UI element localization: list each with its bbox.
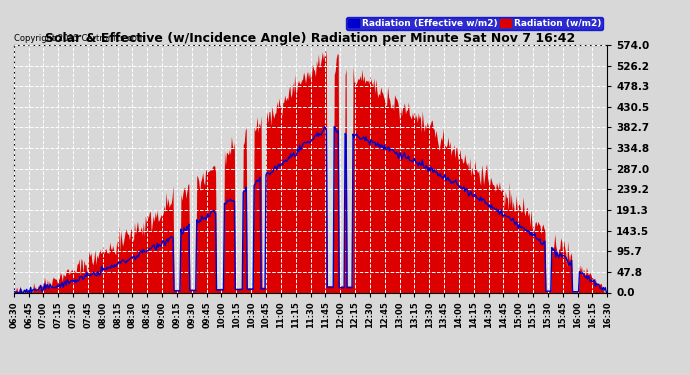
- Text: Copyright 2015 Cartronics.com: Copyright 2015 Cartronics.com: [14, 33, 145, 42]
- Title: Solar & Effective (w/Incidence Angle) Radiation per Minute Sat Nov 7 16:42: Solar & Effective (w/Incidence Angle) Ra…: [46, 32, 575, 45]
- Legend: Radiation (Effective w/m2), Radiation (w/m2): Radiation (Effective w/m2), Radiation (w…: [346, 17, 602, 30]
